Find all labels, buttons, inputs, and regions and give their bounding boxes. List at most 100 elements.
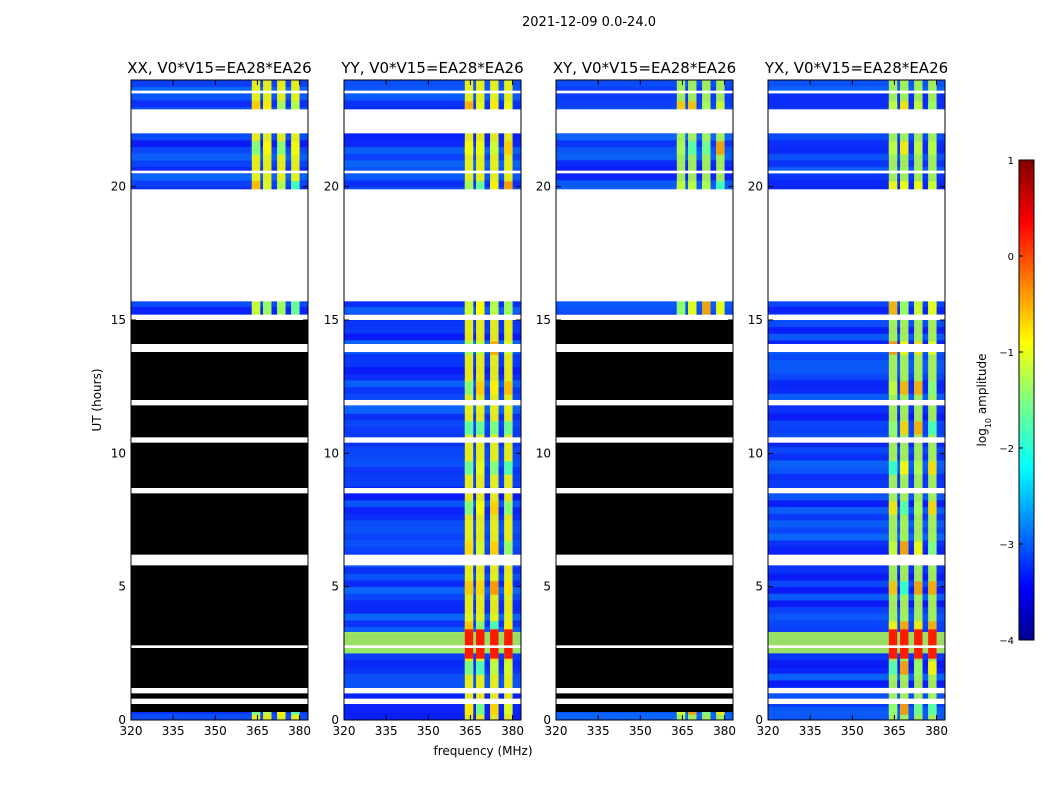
spectrum-row (768, 320, 945, 328)
rfi-patch (888, 501, 898, 515)
spectrum-row (768, 180, 945, 188)
spectrum-row (768, 426, 945, 434)
spectrum-row (344, 540, 521, 548)
x-tick-label: 350 (417, 724, 440, 738)
rfi-patch (490, 421, 499, 435)
spectrum-row (768, 546, 945, 554)
spectrum-row (344, 366, 521, 374)
rfi-patch (504, 381, 513, 395)
rfi-patch (464, 661, 474, 675)
x-tick-label: 320 (545, 724, 568, 738)
rfi-patch (504, 621, 513, 635)
y-tick-label: 15 (111, 313, 126, 327)
x-tick-label: 380 (713, 724, 736, 738)
rfi-patch (490, 581, 499, 595)
x-tick-label: 320 (120, 724, 143, 738)
rfi-patch (263, 181, 272, 195)
rfi-patch (914, 581, 923, 595)
spectrum-row (344, 493, 521, 501)
flagged-row (344, 344, 521, 352)
rfi-patch (914, 141, 923, 155)
rfi-patch (914, 621, 923, 635)
rfi-patch (277, 101, 286, 115)
spectrum-row (768, 146, 945, 154)
spectrum-row (344, 526, 521, 534)
rfi-patch (476, 661, 485, 675)
spectrum-row (768, 453, 945, 461)
spectrum-row (556, 300, 733, 308)
rfi-patch (688, 141, 697, 155)
flagged-row (131, 314, 308, 320)
rfi-patch (504, 661, 513, 675)
panel-title: XY, V0*V15=EA28*EA26 (553, 59, 736, 77)
spectrum-row (131, 100, 308, 108)
rfi-patch (476, 101, 485, 115)
rfi-patch (277, 301, 286, 315)
spectrum-row (768, 420, 945, 428)
rfi-patch (676, 101, 686, 115)
colorbar-tick-label: −4 (999, 636, 1014, 647)
rfi-patch (900, 661, 909, 675)
rfi-patch (914, 701, 923, 715)
rfi-patch (490, 701, 499, 715)
spectrum-row (344, 613, 521, 621)
spectrum-row (344, 133, 521, 141)
spectrum-row (556, 153, 733, 161)
flagged-row (344, 645, 521, 648)
spectrum-row (768, 620, 945, 628)
rfi-patch (928, 141, 937, 155)
spectrum-row (556, 133, 733, 141)
rfi-patch (476, 421, 485, 435)
spectrum-row (344, 393, 521, 401)
no-data-gap (556, 189, 733, 302)
spectrum-row (768, 386, 945, 394)
y-tick-label: 10 (536, 446, 551, 460)
rfi-patch (504, 181, 513, 195)
flagged-row (344, 400, 521, 406)
rfi-event-peak (464, 629, 474, 659)
rfi-patch (490, 181, 499, 195)
rfi-patch (504, 501, 513, 515)
y-tick-label: 15 (536, 313, 551, 327)
y-tick-label: 15 (748, 313, 763, 327)
flagged-row (768, 314, 945, 320)
y-tick-label: 0 (543, 713, 551, 727)
spectrum-row (344, 353, 521, 361)
rfi-event-peak (914, 629, 923, 659)
spectrum-row (768, 160, 945, 168)
rfi-patch (888, 541, 898, 555)
spectrum-row (768, 473, 945, 481)
spectrum-row (344, 160, 521, 168)
rfi-event-peak (490, 629, 499, 659)
spectrum-row (344, 460, 521, 468)
spectrum-row (556, 166, 733, 174)
rfi-patch (888, 181, 898, 195)
spectrum-row (768, 513, 945, 521)
rfi-patch (490, 621, 499, 635)
colorbar-label: log10 amplitude (975, 354, 993, 447)
rfi-patch (928, 581, 937, 595)
colorbar-tick-label: 0 (1008, 252, 1014, 263)
flagged-row (131, 400, 308, 406)
rfi-patch (688, 181, 697, 195)
spectrum-row (131, 133, 308, 141)
panel-title: YX, V0*V15=EA28*EA26 (764, 59, 948, 77)
panel-title: YY, V0*V15=EA28*EA26 (340, 59, 523, 77)
flagged-row (131, 344, 308, 352)
rfi-patch (900, 501, 909, 515)
rfi-event-peak (504, 629, 513, 659)
spectrum-row (768, 480, 945, 488)
x-tick-label: 320 (333, 724, 356, 738)
rfi-patch (464, 461, 474, 475)
flagged-row (768, 645, 945, 648)
spectrum-row (344, 573, 521, 581)
rfi-patch (504, 701, 513, 715)
spectrum-row (768, 393, 945, 401)
spectrum-row (768, 446, 945, 454)
flagged-row (556, 90, 733, 94)
spectrum-row (768, 353, 945, 361)
rfi-patch (263, 141, 272, 155)
spectrum-row (768, 706, 945, 714)
spectrum-row (768, 566, 945, 574)
rfi-patch (476, 621, 485, 635)
